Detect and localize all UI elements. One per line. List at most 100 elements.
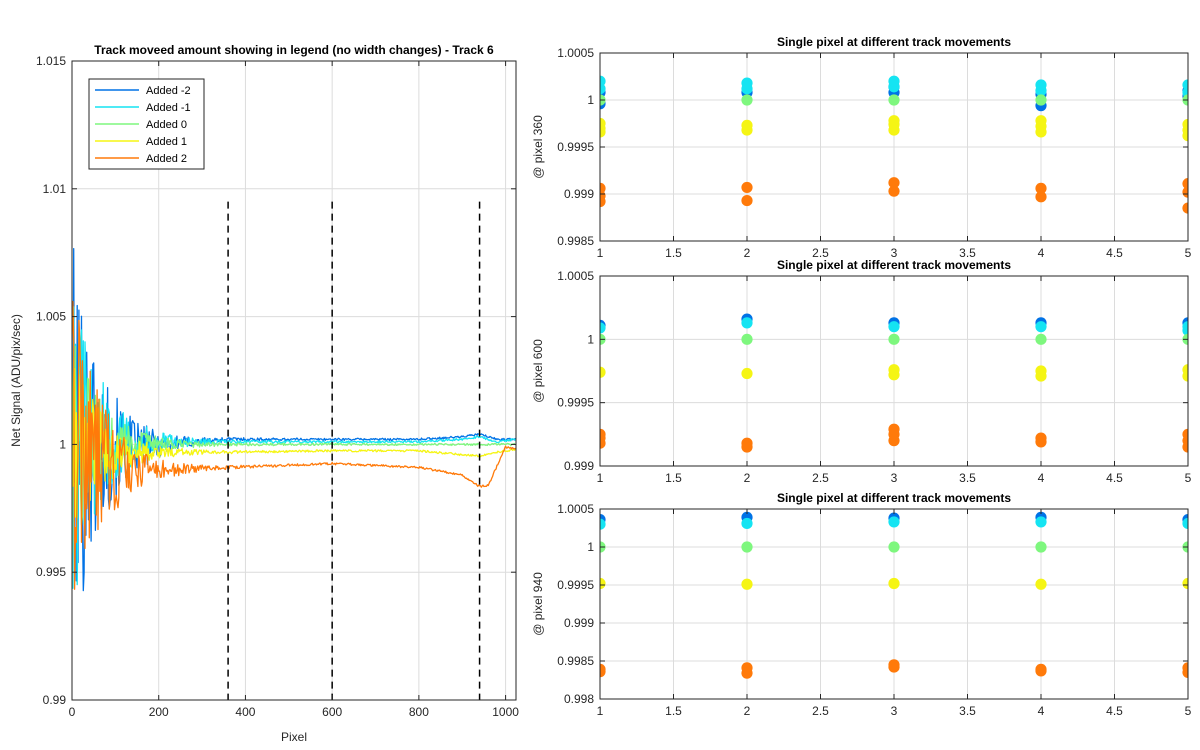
y-tick-label: 0.998 (564, 692, 594, 706)
data-point (1182, 178, 1188, 190)
data-layer (72, 247, 516, 592)
data-point (741, 333, 753, 345)
axes-frame (71, 60, 517, 701)
series-line-3 (72, 345, 516, 553)
legend-label: Added -1 (146, 102, 191, 114)
data-point (600, 322, 606, 334)
data-point (888, 541, 900, 553)
data-point (741, 94, 753, 106)
data-point (1182, 79, 1188, 91)
y-axis-label: Net Signal (ADU/pix/sec) (9, 314, 23, 447)
x-tick-label: 1.5 (665, 246, 682, 260)
data-point (888, 364, 900, 376)
data-point (741, 662, 753, 674)
y-tick-label: 1.015 (36, 54, 66, 68)
y-tick-label: 1 (587, 540, 594, 554)
y-tick-label: 0.999 (564, 459, 594, 473)
data-point (1035, 182, 1047, 194)
x-tick-label: 0 (69, 705, 76, 719)
data-point (1035, 321, 1047, 333)
axes-3: 1 1.5 2 2.5 3 3.5 4 4.5 5 0.999 0.9995 1 1.0005 Singl… (531, 258, 1192, 485)
data-point (741, 578, 753, 590)
data-point (888, 659, 900, 671)
y-tick-label: 0.999 (564, 616, 594, 630)
data-point (1182, 321, 1188, 333)
y-tick-label: 1.005 (36, 310, 66, 324)
x-tick-label: 5 (1185, 704, 1192, 718)
y-axis-label: @ pixel 940 (531, 572, 545, 636)
x-tick-label: 2.5 (812, 246, 829, 260)
x-tick-label: 2 (744, 246, 751, 260)
y-tick-label: 0.9985 (557, 234, 594, 248)
data-point (888, 185, 900, 197)
y-tick-label: 0.995 (36, 565, 66, 579)
data-point (1035, 94, 1047, 106)
data-point (888, 115, 900, 127)
x-tick-label: 1 (597, 704, 604, 718)
data-point (741, 119, 753, 131)
x-tick-label: 4.5 (1106, 471, 1123, 485)
data-point (888, 321, 900, 333)
series-line-2 (72, 306, 516, 589)
x-tick-label: 1 (597, 471, 604, 485)
y-axis-label: @ pixel 600 (531, 339, 545, 403)
data-point (600, 182, 606, 194)
data-point (600, 366, 606, 378)
data-point (1035, 79, 1047, 91)
data-point (888, 516, 900, 528)
y-tick-label: 1.0005 (557, 269, 594, 283)
data-point (741, 517, 753, 530)
data-point (741, 367, 753, 380)
chart-title: Track moveed amount showing in legend (n… (94, 43, 494, 57)
y-tick-label: 1.0005 (557, 502, 594, 516)
data-point (888, 333, 900, 345)
axes-4: 1 1.5 2 2.5 3 3.5 4 4.5 5 0.998 0.9985 0.999 0.9995 1… (531, 491, 1192, 718)
data-point (1035, 365, 1047, 377)
data-point (741, 317, 753, 329)
data-point (1035, 663, 1047, 675)
legend: Added -2 Added -1 Added 0 Added 1 Added 2 (88, 78, 205, 170)
data-point (1182, 662, 1188, 674)
data-layer (600, 313, 1188, 453)
series-line-4 (72, 368, 516, 518)
x-axis-label: Pixel (281, 730, 307, 744)
x-tick-label: 2 (744, 471, 751, 485)
data-point (741, 77, 753, 89)
x-tick-label: 5 (1185, 471, 1192, 485)
chart-title: Single pixel at different track movement… (777, 491, 1011, 505)
data-point (600, 75, 606, 87)
series-line-5 (72, 300, 516, 590)
x-tick-label: 2 (744, 704, 751, 718)
y-tick-label: 1 (59, 437, 66, 451)
y-tick-label: 1 (587, 332, 594, 346)
y-tick-label: 0.99 (43, 693, 67, 707)
data-point (1182, 202, 1188, 214)
data-point (600, 577, 606, 590)
data-point (600, 117, 606, 130)
x-tick-label: 4 (1038, 246, 1045, 260)
legend-label: Added 0 (146, 119, 187, 131)
y-tick-label: 0.999 (564, 187, 594, 201)
data-point (888, 177, 900, 189)
y-tick-label: 0.9995 (557, 578, 594, 592)
x-tick-label: 4.5 (1106, 704, 1123, 718)
data-point (1182, 517, 1188, 530)
x-tick-label: 4 (1038, 704, 1045, 718)
x-tick-label: 5 (1185, 246, 1192, 260)
data-point (1035, 191, 1047, 203)
data-point (600, 518, 606, 530)
data-layer (600, 75, 1188, 214)
data-point (1182, 577, 1188, 590)
y-tick-label: 0.9995 (557, 396, 594, 410)
chart-title: Single pixel at different track movement… (777, 35, 1011, 49)
data-point (741, 181, 753, 194)
data-layer (600, 511, 1188, 679)
data-point (888, 75, 900, 87)
x-tick-label: 3.5 (959, 471, 976, 485)
data-point (888, 94, 900, 106)
data-point (1035, 578, 1047, 590)
x-tick-label: 4 (1038, 471, 1045, 485)
data-point (888, 577, 900, 590)
data-point (741, 194, 753, 207)
